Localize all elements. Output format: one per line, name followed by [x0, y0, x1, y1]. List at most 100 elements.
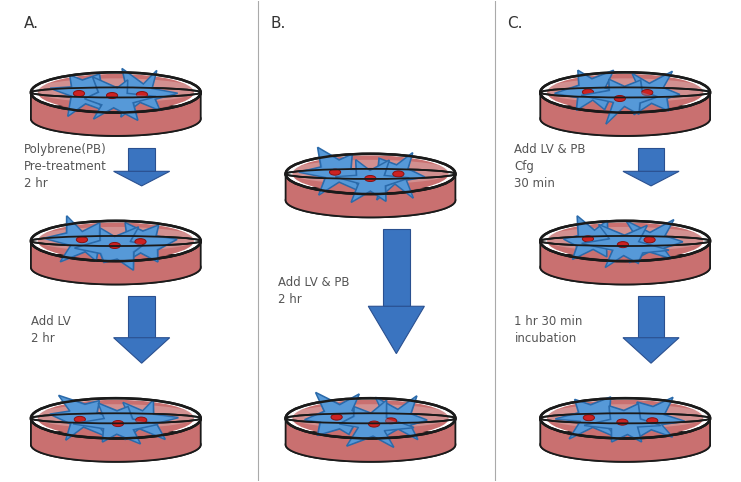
Ellipse shape — [540, 102, 710, 136]
Polygon shape — [612, 397, 685, 437]
Polygon shape — [565, 217, 633, 258]
Ellipse shape — [74, 416, 85, 422]
Polygon shape — [368, 397, 425, 439]
Ellipse shape — [31, 250, 201, 284]
Ellipse shape — [293, 155, 448, 192]
Polygon shape — [285, 174, 456, 217]
Ellipse shape — [547, 400, 703, 437]
Polygon shape — [617, 71, 679, 115]
Text: Add LV & PB
Cfg
30 min: Add LV & PB Cfg 30 min — [514, 143, 586, 190]
Ellipse shape — [38, 400, 194, 437]
Ellipse shape — [393, 171, 404, 177]
Polygon shape — [299, 147, 373, 195]
Ellipse shape — [31, 428, 201, 462]
Polygon shape — [75, 227, 144, 270]
Polygon shape — [301, 148, 372, 194]
Text: Add LV
2 hr: Add LV 2 hr — [31, 315, 70, 345]
Polygon shape — [383, 229, 410, 306]
Text: C.: C. — [507, 16, 522, 31]
Polygon shape — [31, 418, 201, 462]
Polygon shape — [50, 395, 113, 440]
Polygon shape — [102, 68, 178, 117]
Polygon shape — [306, 394, 365, 434]
Polygon shape — [540, 93, 710, 136]
Text: Add LV & PB
2 hr: Add LV & PB 2 hr — [278, 276, 350, 307]
Polygon shape — [107, 401, 176, 439]
Ellipse shape — [109, 242, 120, 249]
Polygon shape — [583, 80, 656, 123]
Polygon shape — [339, 400, 414, 447]
Ellipse shape — [540, 250, 710, 284]
Polygon shape — [52, 75, 124, 115]
Polygon shape — [612, 221, 681, 262]
Ellipse shape — [540, 428, 710, 462]
Ellipse shape — [31, 102, 201, 136]
Ellipse shape — [136, 417, 147, 423]
Ellipse shape — [285, 428, 456, 462]
Ellipse shape — [642, 90, 653, 95]
Ellipse shape — [73, 91, 84, 96]
Ellipse shape — [33, 227, 198, 251]
Polygon shape — [84, 77, 156, 120]
Polygon shape — [341, 402, 412, 446]
Polygon shape — [584, 226, 667, 267]
Ellipse shape — [285, 183, 456, 217]
Ellipse shape — [617, 241, 628, 248]
Polygon shape — [365, 154, 423, 199]
Polygon shape — [364, 153, 425, 200]
Ellipse shape — [582, 89, 594, 95]
Polygon shape — [46, 217, 123, 261]
Text: B.: B. — [271, 16, 286, 31]
Ellipse shape — [33, 404, 198, 428]
Polygon shape — [128, 296, 155, 338]
Polygon shape — [555, 397, 622, 439]
Polygon shape — [638, 147, 665, 171]
Ellipse shape — [135, 239, 146, 245]
Ellipse shape — [385, 418, 396, 424]
Ellipse shape — [107, 93, 118, 98]
Ellipse shape — [614, 95, 625, 102]
Polygon shape — [108, 224, 176, 262]
Polygon shape — [76, 404, 156, 443]
Ellipse shape — [647, 418, 658, 424]
Polygon shape — [554, 70, 625, 110]
Polygon shape — [31, 93, 201, 136]
Ellipse shape — [330, 169, 341, 175]
Polygon shape — [619, 72, 679, 114]
Polygon shape — [556, 71, 624, 109]
Text: A.: A. — [24, 16, 39, 31]
Polygon shape — [586, 405, 659, 441]
Ellipse shape — [543, 79, 708, 103]
Ellipse shape — [617, 419, 628, 425]
Polygon shape — [582, 225, 669, 268]
Text: Polybrene(PB)
Pre-treatment
2 hr: Polybrene(PB) Pre-treatment 2 hr — [24, 143, 107, 190]
Polygon shape — [581, 79, 658, 124]
Polygon shape — [540, 241, 710, 284]
Polygon shape — [584, 404, 661, 442]
Polygon shape — [623, 171, 679, 186]
Ellipse shape — [288, 160, 453, 184]
Ellipse shape — [38, 223, 194, 259]
Ellipse shape — [543, 227, 708, 251]
Ellipse shape — [365, 175, 376, 182]
Ellipse shape — [76, 237, 87, 242]
Ellipse shape — [38, 74, 194, 111]
Polygon shape — [614, 399, 683, 436]
Ellipse shape — [33, 79, 198, 103]
Polygon shape — [368, 306, 425, 354]
Polygon shape — [557, 398, 621, 438]
Polygon shape — [610, 220, 683, 263]
Polygon shape — [623, 338, 679, 363]
Polygon shape — [367, 396, 427, 440]
Polygon shape — [103, 70, 176, 116]
Polygon shape — [285, 418, 456, 462]
Polygon shape — [76, 228, 143, 269]
Polygon shape — [107, 223, 177, 263]
Ellipse shape — [288, 404, 453, 428]
Polygon shape — [51, 397, 111, 439]
Ellipse shape — [331, 414, 342, 420]
Polygon shape — [113, 171, 170, 186]
Polygon shape — [638, 296, 665, 338]
Polygon shape — [113, 338, 170, 363]
Polygon shape — [305, 392, 366, 435]
